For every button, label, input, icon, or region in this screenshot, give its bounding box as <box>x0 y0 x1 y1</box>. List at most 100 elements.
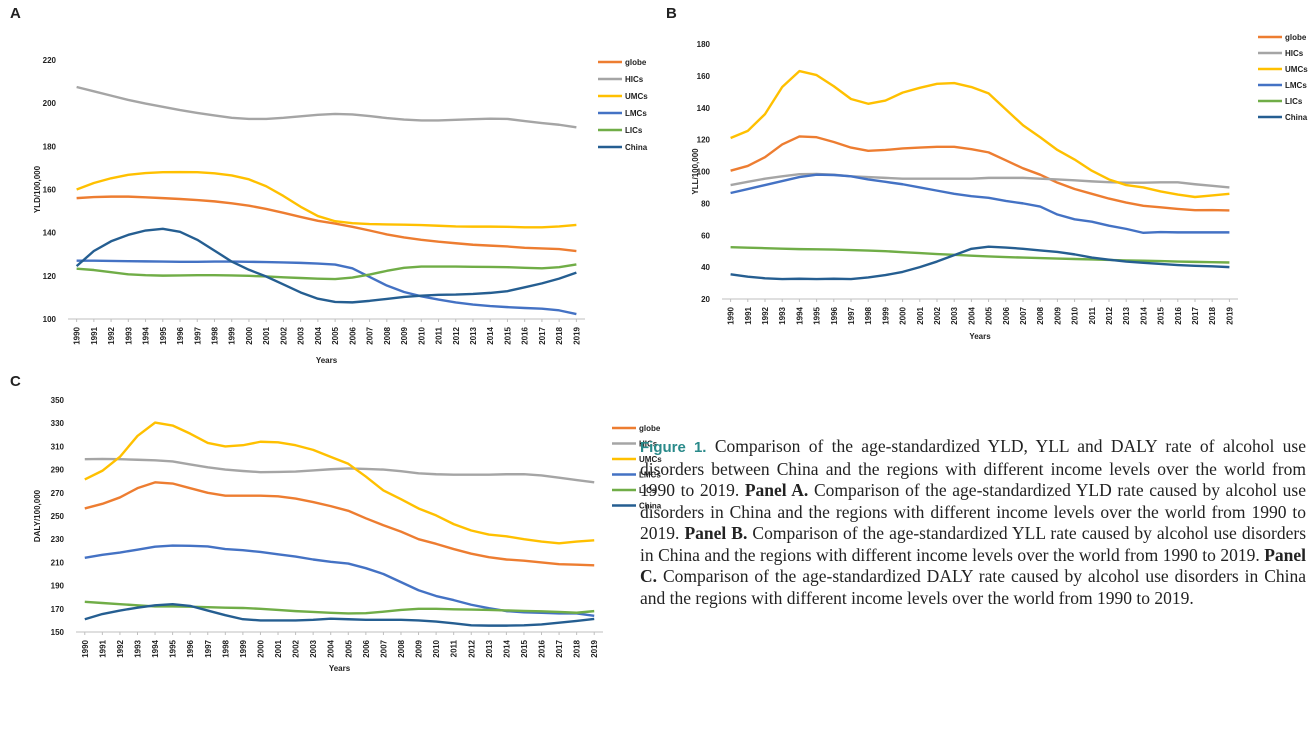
x-tick-label: 1992 <box>116 639 125 657</box>
x-tick-label: 2013 <box>1122 306 1131 324</box>
x-tick-label: 2017 <box>538 326 547 344</box>
data-line <box>84 457 595 484</box>
caption-label: Figure 1. <box>640 439 707 456</box>
x-tick-label: 2006 <box>1002 306 1011 324</box>
x-tick-label: 1994 <box>151 639 160 657</box>
y-axis-title: DALY/100,000 <box>33 489 42 542</box>
y-tick-label: 210 <box>51 558 65 567</box>
y-tick-label: 230 <box>51 535 65 544</box>
x-tick-label: 2001 <box>274 639 283 657</box>
x-tick-label: 2005 <box>331 326 340 344</box>
x-tick-label: 1999 <box>239 639 248 657</box>
x-tick-label: 2015 <box>1157 306 1166 324</box>
x-tick-label: 2000 <box>256 639 265 657</box>
x-tick-label: 2008 <box>383 326 392 344</box>
x-tick-label: 1997 <box>847 306 856 324</box>
y-tick-label: 200 <box>43 99 57 108</box>
x-tick-label: 2003 <box>950 306 959 324</box>
x-tick-label: 2001 <box>916 306 925 324</box>
y-tick-label: 170 <box>51 605 65 614</box>
x-tick-label: 2011 <box>450 639 459 657</box>
x-tick-label: 1998 <box>210 326 219 344</box>
x-axis-title: Years <box>329 664 351 673</box>
data-line <box>76 263 577 281</box>
x-axis-title: Years <box>969 332 991 341</box>
legend-label: LMCs <box>639 471 661 480</box>
data-line <box>75 227 577 304</box>
data-line <box>730 245 1230 281</box>
data-line <box>76 259 577 316</box>
x-tick-label: 1998 <box>864 306 873 324</box>
panel-text: Comparison of the age-standardized DALY … <box>640 566 1306 608</box>
legend-label: LMCs <box>1285 81 1307 90</box>
data-line <box>76 85 577 129</box>
x-tick-label: 1999 <box>228 326 237 344</box>
x-tick-label: 2011 <box>435 326 444 344</box>
x-tick-label: 1999 <box>881 306 890 324</box>
x-tick-label: 2009 <box>1053 306 1062 324</box>
y-tick-label: 60 <box>701 231 710 240</box>
x-tick-label: 2019 <box>572 326 581 344</box>
x-tick-label: 1992 <box>761 306 770 324</box>
data-line <box>76 195 577 253</box>
x-tick-label: 2007 <box>366 326 375 344</box>
x-tick-label: 1995 <box>813 306 822 324</box>
x-tick-label: 2013 <box>469 326 478 344</box>
y-tick-label: 290 <box>51 466 65 475</box>
y-axis-title: YLD/100,000 <box>33 165 42 213</box>
x-tick-label: 2009 <box>415 639 424 657</box>
legend-label: globe <box>625 58 647 67</box>
legend-label: LICs <box>1285 97 1303 106</box>
x-tick-label: 1992 <box>107 326 116 344</box>
legend-label: LICs <box>639 486 657 495</box>
x-tick-label: 1991 <box>90 326 99 344</box>
caption: Figure 1. Comparison of the age-standard… <box>640 436 1306 609</box>
x-tick-label: 2002 <box>279 326 288 344</box>
x-tick-label: 1995 <box>169 639 178 657</box>
x-tick-label: 2002 <box>933 306 942 324</box>
x-tick-label: 2016 <box>538 639 547 657</box>
legend-label: LICs <box>625 126 643 135</box>
y-tick-label: 160 <box>697 72 711 81</box>
x-tick-label: 1993 <box>124 326 133 344</box>
y-tick-label: 330 <box>51 419 65 428</box>
panel-label: Panel C. <box>640 544 1307 587</box>
x-tick-label: 1995 <box>159 326 168 344</box>
data-line <box>84 602 595 627</box>
y-tick-label: 160 <box>43 186 57 195</box>
data-line <box>730 69 1230 199</box>
x-tick-label: 2019 <box>1225 306 1234 324</box>
panel-text: Comparison of the age-standardized YLL r… <box>640 523 1307 565</box>
x-tick-label: 1997 <box>193 326 202 344</box>
x-tick-label: 2006 <box>348 326 357 344</box>
y-tick-label: 140 <box>43 229 57 238</box>
data-line <box>730 246 1230 264</box>
x-tick-label: 2010 <box>432 639 441 657</box>
panel-label: Panel B. <box>684 523 748 543</box>
x-tick-label: 2010 <box>1071 306 1080 324</box>
legend-label: UMCs <box>625 92 648 101</box>
legend-label: China <box>625 143 648 152</box>
x-tick-label: 2008 <box>397 639 406 657</box>
x-tick-label: 2003 <box>297 326 306 344</box>
legend-label: globe <box>639 424 661 433</box>
x-tick-label: 1990 <box>727 306 736 324</box>
y-tick-label: 140 <box>697 104 711 113</box>
y-tick-label: 350 <box>51 396 65 405</box>
y-tick-label: 180 <box>43 142 57 151</box>
legend-label: China <box>639 502 662 511</box>
panel-label: C <box>10 373 21 390</box>
x-tick-label: 2017 <box>555 639 564 657</box>
y-tick-label: 180 <box>697 40 711 49</box>
data-line <box>730 135 1230 212</box>
y-tick-label: 120 <box>697 136 711 145</box>
data-line <box>730 173 1230 235</box>
x-tick-label: 2004 <box>314 326 323 344</box>
x-tick-label: 2005 <box>344 639 353 657</box>
data-line <box>84 421 595 545</box>
x-tick-label: 2017 <box>1191 306 1200 324</box>
x-tick-label: 2004 <box>967 306 976 324</box>
y-tick-label: 20 <box>701 295 710 304</box>
x-tick-label: 1993 <box>778 306 787 324</box>
x-tick-label: 1990 <box>81 639 90 657</box>
